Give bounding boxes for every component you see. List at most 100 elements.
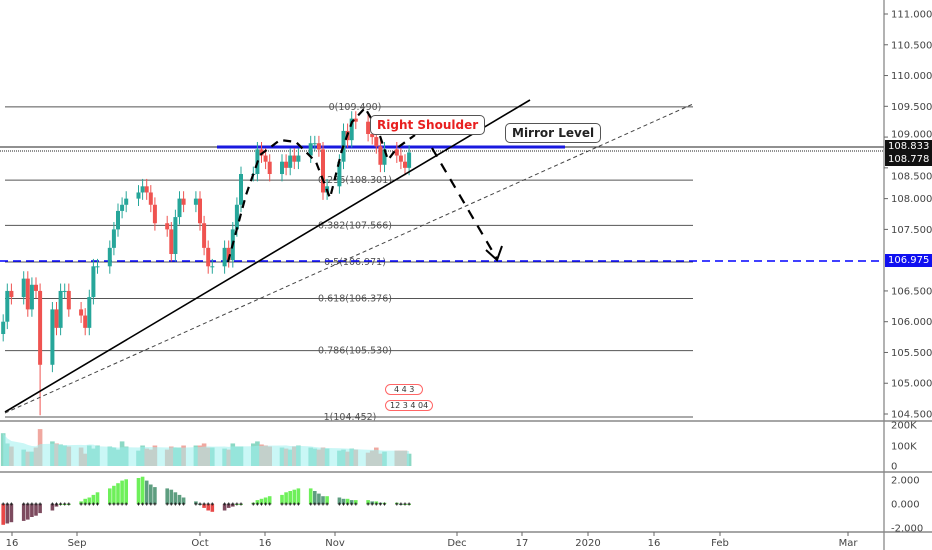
last-price-tag: 108.833 [885,140,932,153]
fib-level-label: 0.786(105.530) [318,346,392,357]
candle[interactable] [337,161,342,187]
macd-histogram-bar [222,504,227,511]
macd-cross-marker-icon [321,502,325,506]
candle[interactable] [50,309,55,365]
macd-histogram-bar [149,484,153,504]
head-shoulders-path[interactable] [226,106,416,263]
candle[interactable] [107,247,112,267]
candle[interactable] [296,155,301,162]
candle[interactable] [9,290,14,298]
candle[interactable] [206,247,211,267]
macd-histogram-bar [280,494,284,504]
candle[interactable] [394,149,399,156]
candle[interactable] [58,290,63,328]
macd-histogram-bar [140,476,145,504]
candle[interactable] [144,186,149,193]
candle[interactable] [66,290,71,310]
candle[interactable] [177,198,182,218]
macd-cross-marker-icon [292,502,296,506]
macd-cross-marker-icon [34,502,38,506]
macd-cross-marker-icon [383,502,386,506]
candle[interactable] [25,278,30,310]
candle[interactable] [95,266,100,268]
candle[interactable] [239,174,243,205]
candle[interactable] [288,155,293,168]
time-tick-label: Feb [711,538,729,549]
mirror-level-callout[interactable]: Mirror Level [505,123,602,143]
macd-histogram-bar [210,504,215,512]
candle[interactable] [321,149,325,193]
candle[interactable] [91,266,96,298]
candle[interactable] [173,217,178,255]
candle[interactable] [62,290,67,292]
macd-cross-marker-icon [284,502,288,506]
candle[interactable] [267,161,272,175]
volume-axis: 200K 100K 0 [891,421,917,473]
candle[interactable] [152,204,157,224]
candle[interactable] [5,290,10,322]
candle[interactable] [366,121,371,135]
candle[interactable] [280,161,284,175]
candle[interactable] [382,149,387,165]
candle[interactable] [210,266,215,268]
candle[interactable] [378,146,383,165]
candle[interactable] [181,198,186,205]
candle[interactable] [407,152,412,168]
macd-cross-marker-icon [145,502,149,506]
candle[interactable] [21,278,26,298]
macd-histogram-bar [108,488,112,504]
macd-histogram-bar [120,480,124,504]
candle[interactable] [202,223,207,248]
candle[interactable] [116,210,120,230]
price-tick-label: 109.000 [891,130,932,141]
candle[interactable] [222,247,227,267]
candle[interactable] [349,118,354,141]
candle[interactable] [353,118,358,122]
candle[interactable] [29,284,34,310]
candle[interactable] [403,161,407,168]
trendline-solid[interactable] [4,99,531,413]
candle[interactable] [312,143,317,145]
right-shoulder-callout[interactable]: Right Shoulder [370,115,486,135]
macd-histogram-bar [202,504,206,508]
macd-cross-marker-icon [399,502,403,506]
candle[interactable] [292,155,297,162]
projection-arrow[interactable] [431,147,498,260]
macd-cross-marker-icon [227,502,231,506]
candle[interactable] [87,297,92,328]
price-tick-label: 110.000 [891,71,932,82]
candle[interactable] [124,198,129,205]
candle[interactable] [165,223,170,230]
candle[interactable] [284,161,289,168]
candle[interactable] [226,247,231,261]
candle[interactable] [193,198,198,205]
candle[interactable] [1,321,6,335]
candle[interactable] [169,229,174,255]
candle[interactable] [148,192,153,205]
macd-cross-marker-icon [337,502,341,506]
candle[interactable] [374,137,379,147]
candle[interactable] [140,186,145,193]
candle[interactable] [316,143,321,150]
candle[interactable] [398,155,403,162]
candle[interactable] [54,309,59,328]
candle[interactable] [34,284,38,291]
candle[interactable] [111,229,116,248]
macd-histogram-bar [313,491,317,504]
candle[interactable] [259,149,264,156]
candle[interactable] [198,198,202,224]
candle[interactable] [79,309,84,316]
fibonacci-retracement[interactable]: 0(109.490) 0.236(108.301) 0.382(107.566) 0.… [5,102,693,423]
candle[interactable] [83,315,88,328]
candle[interactable] [120,204,125,211]
macd-cross-marker-icon [9,502,13,506]
macd-histogram-bar [366,500,370,504]
candle[interactable] [308,143,313,156]
macd-cross-marker-icon [370,502,374,506]
candle[interactable] [263,155,268,162]
candle[interactable] [38,290,43,365]
candle[interactable] [136,192,141,199]
candle[interactable] [370,134,375,138]
candle[interactable] [234,204,239,230]
